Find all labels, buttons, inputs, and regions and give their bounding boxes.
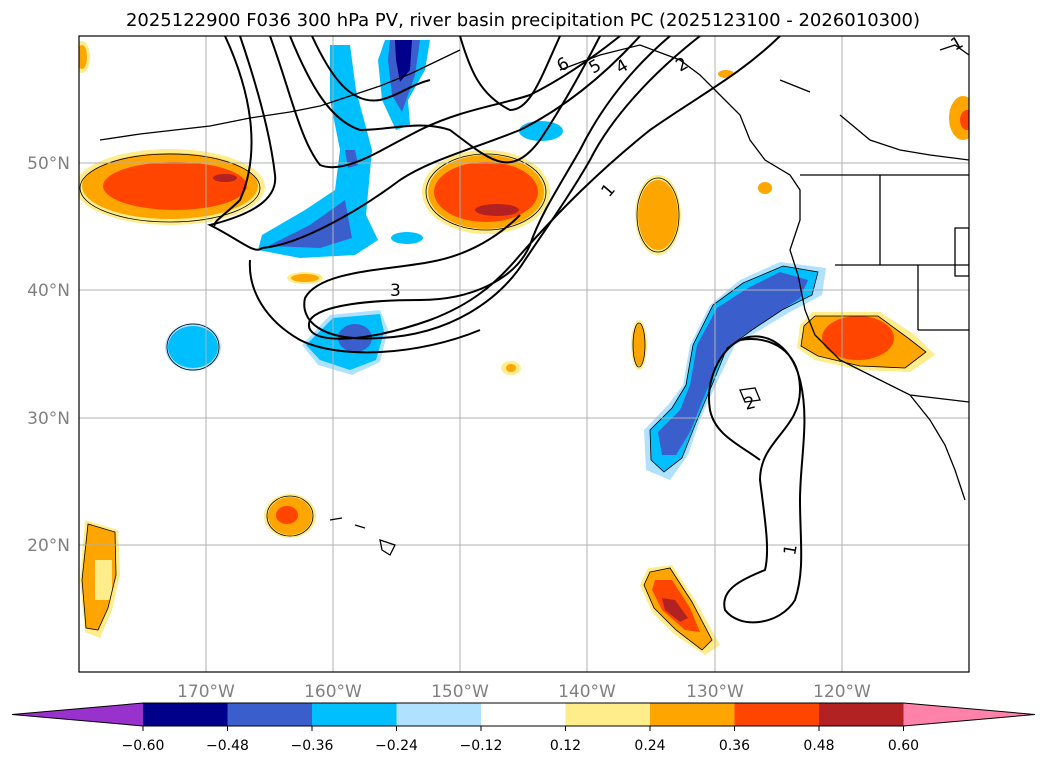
pv-contours (207, 36, 806, 624)
lat-label-20n: 20°N (27, 536, 70, 556)
contour-label-2b: 2 (742, 393, 758, 415)
contour-label-1b: 1 (780, 543, 802, 557)
map-frame (78, 35, 970, 673)
colorbar-tick-label: 0.36 (719, 738, 750, 754)
colorbar-tick-label: −0.12 (460, 738, 503, 754)
positive-anomaly-california (797, 312, 935, 372)
negative-anomaly-160w (258, 40, 563, 258)
colorbar-extend-min (12, 703, 143, 726)
colorbar-segment (481, 703, 566, 726)
lon-label-120w: 120°W (813, 682, 871, 702)
colorbar-segment (565, 703, 650, 726)
colorbar-tick-label: −0.60 (122, 738, 165, 754)
lon-label-170w: 170°W (177, 682, 235, 702)
lon-labels: 170°W 160°W 150°W 140°W 130°W 120°W (177, 682, 871, 702)
lon-label-140w: 140°W (558, 682, 616, 702)
lat-labels: 50°N 40°N 30°N 20°N (27, 154, 70, 556)
colorbar-segment (227, 703, 312, 726)
colorbar-tick-label: −0.24 (375, 738, 418, 754)
figure-title: 2025122900 F036 300 hPa PV, river basin … (126, 10, 920, 31)
lat-label-40n: 40°N (27, 281, 70, 301)
colorbar-segment (734, 703, 819, 726)
lon-label-150w: 150°W (431, 682, 489, 702)
contour-label-1d: 1 (1000, 36, 1011, 56)
precip-shading (79, 40, 969, 655)
lat-label-50n: 50°N (27, 154, 70, 174)
coastlines (99, 44, 969, 556)
gridlines (79, 36, 969, 672)
lat-label-30n: 30°N (27, 409, 70, 429)
colorbar-tick-label: 0.48 (803, 738, 834, 754)
positive-anomaly-west (79, 149, 265, 225)
negative-anomaly-ne-pacific (644, 262, 826, 480)
colorbar-tick-label: −0.36 (291, 738, 334, 754)
positive-anomaly-small (79, 41, 969, 638)
lon-label-160w: 160°W (304, 682, 362, 702)
colorbar-tick-label: 0.24 (634, 738, 665, 754)
positive-anomaly-tropics (640, 565, 720, 655)
colorbar-segment (650, 703, 735, 726)
colorbar: −0.60 −0.48 −0.36 −0.24 −0.12 0.12 0.24 0.36 0.4… (11, 702, 1036, 754)
colorbar-segment (143, 703, 228, 726)
shading-outlines (79, 153, 927, 651)
map-area: 6 5 4 2 1 3 2 1 1 1 (79, 36, 1011, 672)
contour-label-3: 3 (390, 281, 401, 301)
colorbar-segment (396, 703, 481, 726)
colorbar-tick-label: 0.60 (888, 738, 919, 754)
colorbar-segment (312, 703, 397, 726)
colorbar-segment (819, 703, 904, 726)
colorbar-tick-label: −0.48 (206, 738, 249, 754)
lon-label-130w: 130°W (686, 682, 744, 702)
colorbar-tick-label: 0.12 (550, 738, 581, 754)
colorbar-extend-max (903, 703, 1035, 726)
negative-anomaly-36n (165, 310, 388, 375)
